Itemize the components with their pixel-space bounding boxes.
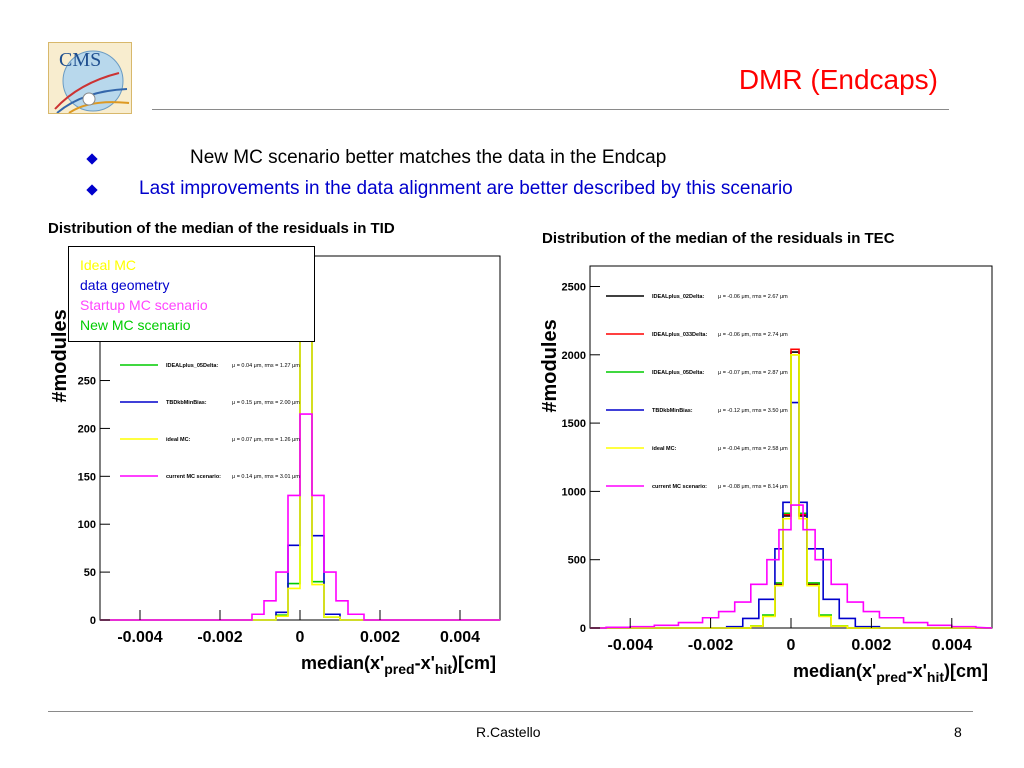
legend-name-3: TBDkbMinBias:	[652, 408, 693, 414]
title-divider	[152, 109, 949, 110]
series-line-4	[590, 353, 992, 629]
cms-logo-text: CMS	[59, 49, 102, 71]
legend-name-5: current MC scenario:	[652, 484, 707, 490]
y-tick-label: 100	[78, 519, 96, 531]
legend-stats-0: μ = -0.06 μm, rms = 2.67 μm	[718, 294, 788, 300]
y-tick-label: 2000	[562, 350, 586, 362]
series-line-5	[590, 504, 993, 629]
chart-title-tec: Distribution of the median of the residu…	[542, 230, 895, 247]
tec-histogram-chart: -0.004 -0.002 0 0.002 0.004 0 500 1000 1500 2000 2…	[539, 265, 993, 685]
x-tick-label: 0.004	[932, 637, 972, 654]
y-tick-label: 500	[568, 555, 586, 567]
y-tick-label: 250	[78, 376, 96, 388]
footer-page-number: 8	[954, 724, 962, 740]
legend-stats-2: μ = -0.07 μm, rms = 2.87 μm	[718, 370, 788, 376]
bullet-text-1: New MC scenario better matches the data …	[190, 147, 667, 168]
legend-name-4: ideal MC:	[652, 446, 677, 452]
y-tick-label: 0	[580, 623, 586, 635]
legend-stats-2: μ = 0.07 μm, rms = 1.26 μm	[232, 437, 300, 443]
bullet-text-2: Last improvements in the data alignment …	[139, 178, 793, 199]
x-tick-label: 0	[296, 629, 305, 646]
legend-item-new-mc: New MC scenario	[80, 317, 191, 333]
x-tick-label: 0.002	[360, 629, 400, 646]
series-line-3	[100, 413, 500, 621]
x-tick-label: 0.002	[851, 637, 891, 654]
y-tick-label: 150	[78, 471, 96, 483]
legend-stats-0: μ = 0.04 μm, rms = 1.27 μm	[232, 363, 300, 369]
legend-stats-1: μ = -0.06 μm, rms = 2.74 μm	[718, 332, 788, 338]
chart-title-tid: Distribution of the median of the residu…	[48, 220, 395, 237]
legend-stats-5: μ = -0.08 μm, rms = 8.14 μm	[718, 484, 788, 490]
x-axis-label: median(x'pred-x'hit)[cm]	[301, 653, 496, 677]
legend-name-0: IDEALplus_02Delta:	[652, 294, 704, 300]
y-tick-label: 0	[90, 615, 96, 627]
y-tick-label: 50	[84, 567, 96, 579]
y-tick-label: 1000	[562, 486, 586, 498]
x-tick-label: 0	[787, 637, 796, 654]
legend-name-2: IDEALplus_05Delta:	[652, 370, 704, 376]
x-tick-label: -0.004	[117, 629, 162, 646]
legend-item-ideal-mc: Ideal MC	[80, 257, 137, 273]
cms-logo: CMS	[48, 42, 132, 114]
y-tick-label: 200	[78, 423, 96, 435]
legend-name-1: TBDkbMinBias:	[166, 400, 207, 406]
x-tick-label: -0.002	[197, 629, 242, 646]
y-tick-label: 1500	[562, 418, 586, 430]
x-tick-label: -0.004	[608, 637, 653, 654]
legend-item-startup-mc: Startup MC scenario	[80, 297, 208, 313]
cms-logo-graphic	[54, 50, 130, 113]
legend-name-0: IDEALplus_05Delta:	[166, 363, 218, 369]
x-axis-label: median(x'pred-x'hit)[cm]	[793, 661, 988, 685]
overlay-legend: Ideal MC data geometry Startup MC scenar…	[68, 246, 315, 342]
x-tick-label: 0.004	[440, 629, 480, 646]
legend-stats-3: μ = 0.14 μm, rms = 3.01 μm	[232, 474, 300, 480]
legend-stats-1: μ = 0.15 μm, rms = 2.00 μm	[232, 400, 300, 406]
bullet-icon	[86, 153, 98, 165]
x-tick-label: -0.002	[688, 637, 733, 654]
legend-stats-3: μ = -0.12 μm, rms = 3.50 μm	[718, 408, 788, 414]
bullet-icon	[86, 184, 98, 196]
legend-name-3: current MC scenario:	[166, 474, 221, 480]
slide-title: DMR (Endcaps)	[738, 64, 938, 95]
y-tick-label: 2500	[562, 281, 586, 293]
legend-item-data-geometry: data geometry	[80, 277, 170, 293]
legend-name-1: IDEALplus_033Delta:	[652, 332, 707, 338]
footer-author: R.Castello	[476, 724, 541, 740]
y-axis-label: #modules	[539, 319, 561, 412]
legend-name-2: ideal MC:	[166, 437, 191, 443]
footer-divider	[48, 711, 973, 712]
legend-stats-4: μ = -0.04 μm, rms = 2.58 μm	[718, 446, 788, 452]
y-axis-label: #modules	[49, 309, 71, 402]
